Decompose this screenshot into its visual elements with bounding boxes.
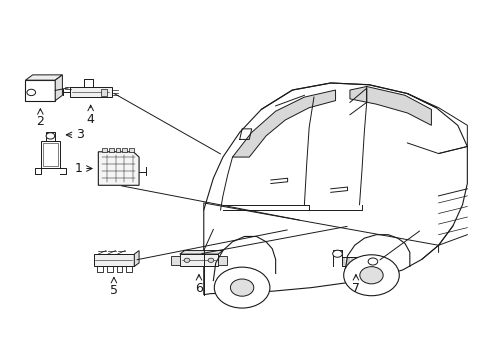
Polygon shape xyxy=(218,256,226,265)
Bar xyxy=(109,148,113,152)
Bar xyxy=(129,148,134,152)
Text: 7: 7 xyxy=(351,282,359,295)
Circle shape xyxy=(214,267,269,308)
Polygon shape xyxy=(55,75,62,100)
Text: 4: 4 xyxy=(86,113,94,126)
Polygon shape xyxy=(69,87,112,97)
Polygon shape xyxy=(349,86,430,125)
Circle shape xyxy=(359,267,383,284)
Circle shape xyxy=(332,250,342,257)
Text: 3: 3 xyxy=(76,129,83,141)
Bar xyxy=(101,89,107,96)
Circle shape xyxy=(343,255,399,296)
Bar xyxy=(102,148,107,152)
Text: 2: 2 xyxy=(36,116,44,129)
Polygon shape xyxy=(232,90,335,157)
Text: 1: 1 xyxy=(75,162,82,175)
Polygon shape xyxy=(25,80,55,100)
Circle shape xyxy=(184,258,189,262)
Circle shape xyxy=(46,133,55,139)
Polygon shape xyxy=(180,254,218,266)
Polygon shape xyxy=(42,143,58,166)
Polygon shape xyxy=(93,254,134,266)
Polygon shape xyxy=(341,257,368,266)
Text: 6: 6 xyxy=(195,282,203,295)
Circle shape xyxy=(230,279,253,296)
Polygon shape xyxy=(25,75,62,80)
Polygon shape xyxy=(98,152,139,185)
Polygon shape xyxy=(203,83,467,294)
Circle shape xyxy=(27,89,36,96)
Bar xyxy=(115,148,120,152)
Polygon shape xyxy=(180,251,223,254)
Polygon shape xyxy=(134,251,139,266)
Polygon shape xyxy=(41,141,60,168)
Circle shape xyxy=(208,258,213,262)
Circle shape xyxy=(367,258,377,265)
Text: 5: 5 xyxy=(110,284,118,297)
Bar xyxy=(122,148,127,152)
Polygon shape xyxy=(171,256,180,265)
